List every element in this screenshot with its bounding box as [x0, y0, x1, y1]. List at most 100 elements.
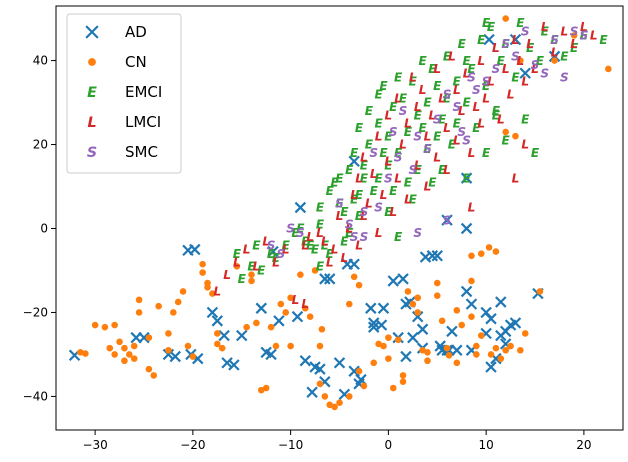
point-emci: E — [482, 16, 491, 30]
point-emci: E — [599, 33, 608, 47]
series-emci: EEEEEEEEEEEEEEEEEEEEEEEEEEEEEEEEEEEEEEEE… — [233, 16, 609, 286]
point-smc: S — [267, 238, 276, 252]
point-cn — [433, 279, 441, 287]
point-smc: S — [423, 142, 432, 156]
point-emci: E — [394, 71, 403, 85]
point-emci: E — [238, 272, 247, 286]
point-ad — [460, 222, 473, 235]
point-emci: E — [511, 71, 520, 85]
point-cn — [316, 342, 324, 350]
point-emci: E — [374, 117, 383, 131]
point-lmci: L — [306, 230, 314, 244]
point-cn — [91, 321, 99, 329]
point-cn — [121, 357, 128, 365]
point-lmci: L — [473, 100, 481, 114]
point-cn — [165, 330, 172, 337]
point-ad — [319, 273, 331, 285]
point-smc: S — [286, 222, 295, 236]
point-lmci: L — [526, 37, 534, 51]
point-cn — [116, 338, 123, 346]
point-emci: E — [374, 87, 383, 101]
point-emci: E — [560, 50, 569, 64]
point-emci: E — [443, 92, 452, 106]
point-cn — [106, 344, 114, 352]
point-lmci: L — [360, 209, 368, 223]
point-cn — [111, 321, 118, 329]
point-cn — [248, 271, 255, 278]
point-lmci: L — [492, 41, 500, 55]
point-lmci: L — [375, 226, 383, 240]
point-cn — [318, 325, 326, 333]
point-smc: S — [531, 58, 540, 72]
point-emci: E — [360, 159, 369, 173]
point-emci: E — [482, 146, 491, 160]
point-smc: S — [482, 75, 491, 89]
point-ad — [509, 317, 522, 329]
point-cn — [424, 357, 431, 365]
point-emci: E — [448, 138, 457, 152]
point-cn — [336, 399, 343, 407]
point-smc: S — [540, 66, 549, 80]
point-emci: E — [580, 29, 589, 43]
point-emci: E — [316, 201, 325, 215]
point-cn — [350, 273, 358, 281]
point-emci: E — [443, 50, 452, 64]
point-cn — [311, 267, 319, 274]
point-cn — [218, 344, 226, 352]
point-cn — [468, 313, 475, 320]
point-cn — [233, 262, 241, 270]
point-cn — [370, 359, 378, 367]
point-emci: E — [340, 234, 349, 248]
point-emci: E — [438, 163, 447, 177]
point-ad — [375, 319, 388, 331]
point-ad — [206, 306, 219, 319]
y-tick-label: −40 — [23, 389, 48, 403]
series-ad — [68, 33, 561, 401]
point-ad — [169, 350, 181, 363]
point-emci: E — [516, 16, 525, 30]
point-ad — [348, 258, 360, 270]
point-cn — [380, 342, 387, 350]
point-ad — [367, 321, 380, 333]
x-tick-label: 20 — [576, 438, 591, 452]
point-emci: E — [267, 247, 276, 261]
point-emci: E — [345, 226, 354, 240]
point-emci: E — [423, 142, 432, 156]
point-emci: E — [311, 243, 320, 257]
point-cn — [174, 298, 182, 306]
point-smc: S — [443, 213, 452, 227]
point-ad — [377, 302, 390, 314]
x-tick-label: 0 — [385, 438, 393, 452]
point-lmci: L — [262, 234, 270, 248]
point-lmci: L — [375, 129, 383, 143]
point-cn — [111, 351, 118, 358]
point-lmci: L — [331, 243, 339, 257]
point-cn — [101, 323, 109, 331]
series-cn — [77, 15, 612, 411]
point-lmci: L — [385, 155, 393, 169]
point-ad — [416, 323, 429, 335]
point-ad — [548, 50, 561, 63]
point-emci: E — [321, 238, 330, 252]
point-lmci: L — [487, 75, 495, 89]
point-emci: E — [272, 251, 281, 265]
point-emci: E — [414, 163, 423, 177]
point-emci: E — [330, 175, 339, 189]
point-smc: S — [472, 83, 481, 97]
point-emci: E — [409, 192, 418, 206]
point-lmci: L — [443, 121, 451, 135]
point-cn — [287, 342, 294, 350]
point-cn — [214, 330, 221, 337]
point-cn — [433, 292, 441, 299]
point-ad — [426, 250, 439, 262]
point-emci: E — [384, 159, 393, 173]
point-emci: E — [541, 24, 550, 38]
legend-item-smc: S SMC — [87, 143, 158, 161]
point-emci: E — [394, 146, 403, 160]
point-lmci: L — [345, 222, 353, 236]
point-smc: S — [452, 100, 461, 114]
point-cn — [453, 359, 461, 367]
point-cn — [487, 351, 495, 358]
point-emci: E — [497, 54, 506, 68]
point-emci: E — [472, 121, 481, 135]
